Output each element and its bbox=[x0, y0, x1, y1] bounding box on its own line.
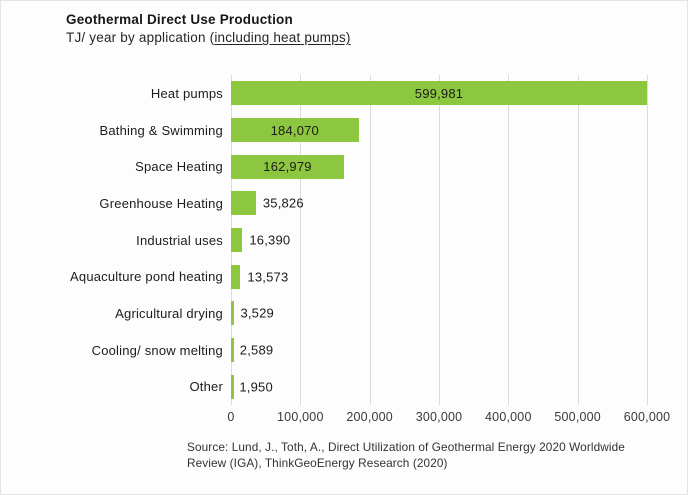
chart-row: Space Heating 162,979 bbox=[65, 148, 647, 185]
bar-track: 13,573 bbox=[231, 264, 647, 289]
chart-title: Geothermal Direct Use Production bbox=[66, 12, 293, 27]
bar-track: 184,070 bbox=[231, 118, 647, 142]
gridline bbox=[577, 75, 579, 405]
gridline bbox=[369, 75, 371, 405]
gridline bbox=[508, 75, 510, 405]
bar bbox=[231, 81, 647, 106]
bar-track: 16,390 bbox=[231, 228, 647, 253]
bar-chart: Heat pumps 599,981 Bathing & Swimming 184,0… bbox=[65, 75, 648, 405]
bar bbox=[231, 191, 256, 216]
chart-row: Other 1,950 bbox=[65, 368, 647, 405]
bar bbox=[231, 338, 234, 363]
source-line-1: Source: Lund, J., Toth, A., Direct Utili… bbox=[187, 440, 625, 454]
x-tick-label: 300,000 bbox=[415, 410, 463, 424]
x-tick-label: 600,000 bbox=[623, 410, 671, 424]
value-label: 1,950 bbox=[239, 379, 273, 395]
value-label: 3,529 bbox=[240, 305, 274, 321]
value-label: 16,390 bbox=[249, 232, 291, 248]
x-tick-label: 100,000 bbox=[277, 410, 324, 424]
category-label: Bathing & Swimming bbox=[99, 122, 223, 138]
gridline bbox=[439, 75, 440, 405]
category-label: Space Heating bbox=[135, 159, 223, 175]
value-label: 162,979 bbox=[263, 159, 312, 175]
category-label: Cooling/ snow melting bbox=[91, 342, 223, 358]
category-label: Agricultural drying bbox=[115, 305, 223, 321]
bar-track: 3,529 bbox=[231, 301, 647, 326]
source-line-2: Review (IGA), ThinkGeoEnergy Research (2… bbox=[187, 456, 448, 471]
chart-row: Agricultural drying 3,529 bbox=[65, 295, 647, 332]
x-tick-label: 400,000 bbox=[485, 410, 532, 424]
bar-track: 2,589 bbox=[231, 338, 647, 363]
category-label: Heat pumps bbox=[150, 85, 223, 101]
value-label: 599,981 bbox=[414, 85, 464, 101]
bar-track: 599,981 bbox=[231, 81, 647, 106]
chart-subtitle-prefix: TJ/ year by application ( bbox=[66, 30, 215, 45]
bar-track: 1,950 bbox=[231, 374, 647, 399]
x-tick-label: 200,000 bbox=[346, 410, 393, 424]
bar bbox=[231, 374, 234, 399]
value-label: 35,826 bbox=[262, 195, 304, 211]
gridline bbox=[300, 75, 302, 405]
x-tick-label: 0 bbox=[227, 410, 235, 424]
category-label: Industrial uses bbox=[136, 232, 223, 248]
gridline bbox=[647, 75, 648, 405]
category-label: Greenhouse Heating bbox=[99, 195, 223, 211]
bar-track: 35,826 bbox=[231, 191, 647, 216]
bar bbox=[231, 118, 359, 142]
chart-row: Cooling/ snow melting 2,589 bbox=[65, 332, 647, 369]
bar-track: 162,979 bbox=[231, 154, 647, 179]
chart-subtitle: TJ/ year by application (including heat … bbox=[66, 30, 351, 45]
x-tick-label: 500,000 bbox=[554, 410, 601, 424]
chart-row: Greenhouse Heating 35,826 bbox=[65, 185, 647, 222]
bar bbox=[231, 301, 234, 326]
source-note: Source: Lund, J., Toth, A., Direct Utili… bbox=[187, 439, 673, 472]
x-axis: 0 100,000 200,000 300,000 400,000 500,000 600,… bbox=[227, 410, 670, 426]
chart-row: Heat pumps 599,981 bbox=[65, 75, 647, 112]
chart-subtitle-underlined: including heat pumps) bbox=[214, 30, 351, 45]
bar bbox=[231, 154, 344, 179]
category-label: Aquaculture pond heating bbox=[70, 269, 223, 285]
chart-row: Bathing & Swimming 184,070 bbox=[65, 112, 647, 149]
chart-row: Industrial uses 16,390 bbox=[65, 222, 647, 259]
value-label: 2,589 bbox=[239, 342, 274, 358]
category-label: Other bbox=[189, 379, 223, 395]
bar bbox=[231, 264, 241, 289]
bar bbox=[231, 228, 243, 253]
value-label: 184,070 bbox=[270, 122, 319, 138]
chart-row: Aquaculture pond heating 13,573 bbox=[65, 258, 647, 295]
value-label: 13,573 bbox=[247, 269, 289, 285]
chart-rows: Heat pumps 599,981 Bathing & Swimming 184,0… bbox=[65, 75, 647, 405]
